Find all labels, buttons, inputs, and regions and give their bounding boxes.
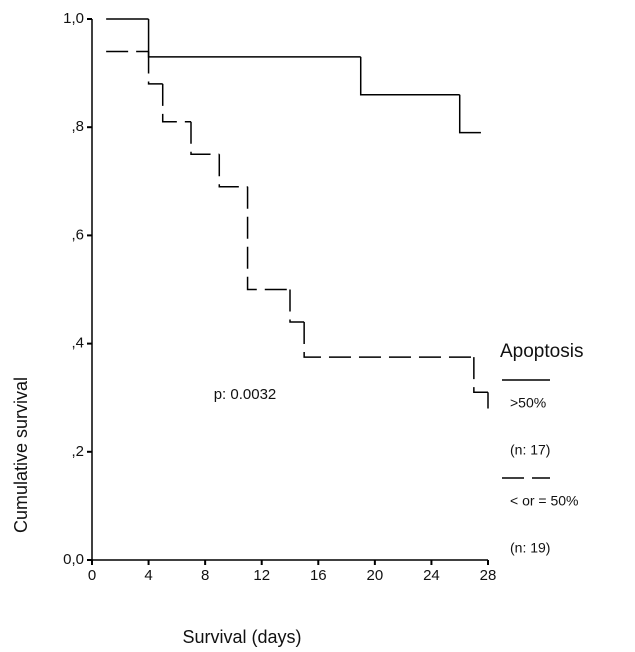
x-tick-label: 8 — [201, 567, 209, 584]
survival-step — [161, 83, 191, 123]
y-tick-label: ,2 — [71, 443, 84, 460]
x-tick-label: 12 — [253, 567, 270, 584]
y-tick-label: ,8 — [71, 118, 84, 135]
legend-note: (n: 19) — [510, 540, 550, 556]
legend-label: < or = 50% — [510, 493, 579, 509]
survival-step — [246, 186, 290, 291]
annotation: p: 0.0032 — [214, 386, 277, 403]
survival-step — [473, 357, 488, 394]
survival-step — [458, 94, 481, 134]
legend-note: (n: 17) — [510, 442, 550, 458]
survival-step — [303, 321, 474, 358]
legend-label: >50% — [510, 395, 546, 411]
x-tick-label: 20 — [367, 567, 384, 584]
survival-step — [190, 121, 220, 155]
y-axis-label: Cumulative survival — [11, 377, 31, 533]
x-tick-label: 24 — [423, 567, 440, 584]
y-tick-label: ,4 — [71, 335, 84, 352]
survival-step — [147, 19, 361, 58]
x-tick-label: 16 — [310, 567, 327, 584]
survival-step — [218, 154, 248, 188]
x-axis-label: Survival (days) — [182, 627, 301, 647]
y-tick-label: 1,0 — [63, 10, 84, 27]
survival-step — [359, 56, 460, 96]
y-tick-label: ,6 — [71, 226, 84, 243]
legend-title: Apoptosis — [500, 341, 583, 362]
survival-step — [289, 289, 305, 323]
survival-step — [147, 51, 163, 85]
x-tick-label: 28 — [480, 567, 497, 584]
x-tick-label: 4 — [144, 567, 152, 584]
y-tick-label: 0,0 — [63, 551, 84, 568]
x-tick-label: 0 — [88, 567, 96, 584]
